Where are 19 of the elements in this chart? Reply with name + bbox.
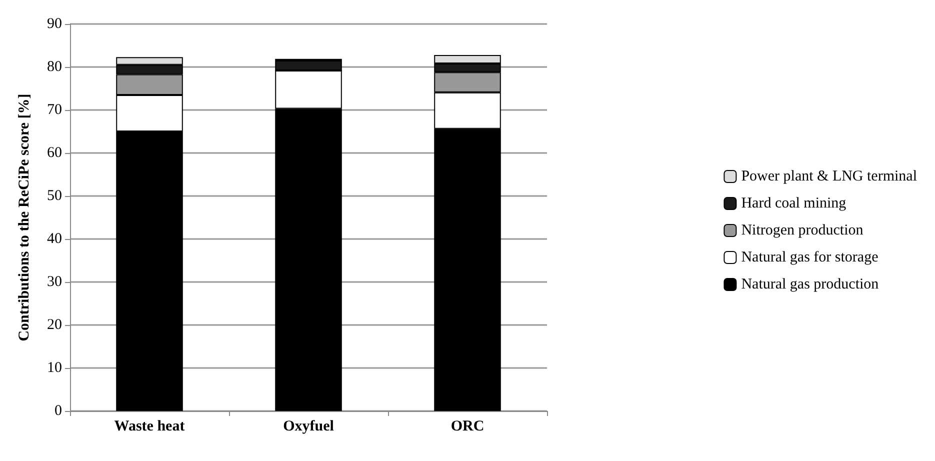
x-tick-label: ORC bbox=[450, 418, 484, 434]
y-tick-label: 0 bbox=[54, 403, 62, 419]
x-tick-label: Oxyfuel bbox=[283, 418, 334, 434]
y-tick-label: 40 bbox=[47, 231, 62, 247]
legend-label: Natural gas for storage bbox=[741, 250, 879, 266]
legend-label: Power plant & LNG terminal bbox=[741, 168, 917, 184]
y-tick-label: 80 bbox=[47, 59, 62, 75]
y-tick-label: 70 bbox=[47, 102, 62, 118]
legend-label: Nitrogen production bbox=[741, 222, 864, 238]
y-tick-label: 60 bbox=[47, 145, 62, 161]
y-tick-label: 20 bbox=[47, 317, 62, 333]
x-tick-label: Waste heat bbox=[114, 418, 185, 434]
y-axis-title: Contributions to the ReCiPe score [%] bbox=[16, 94, 32, 342]
legend-label: Natural gas production bbox=[741, 276, 880, 292]
y-tick-label: 10 bbox=[47, 360, 62, 376]
legend-label: Hard coal mining bbox=[741, 196, 847, 212]
y-tick-label: 90 bbox=[47, 16, 62, 32]
y-tick-label: 50 bbox=[47, 188, 62, 204]
y-tick-label: 30 bbox=[47, 274, 62, 290]
